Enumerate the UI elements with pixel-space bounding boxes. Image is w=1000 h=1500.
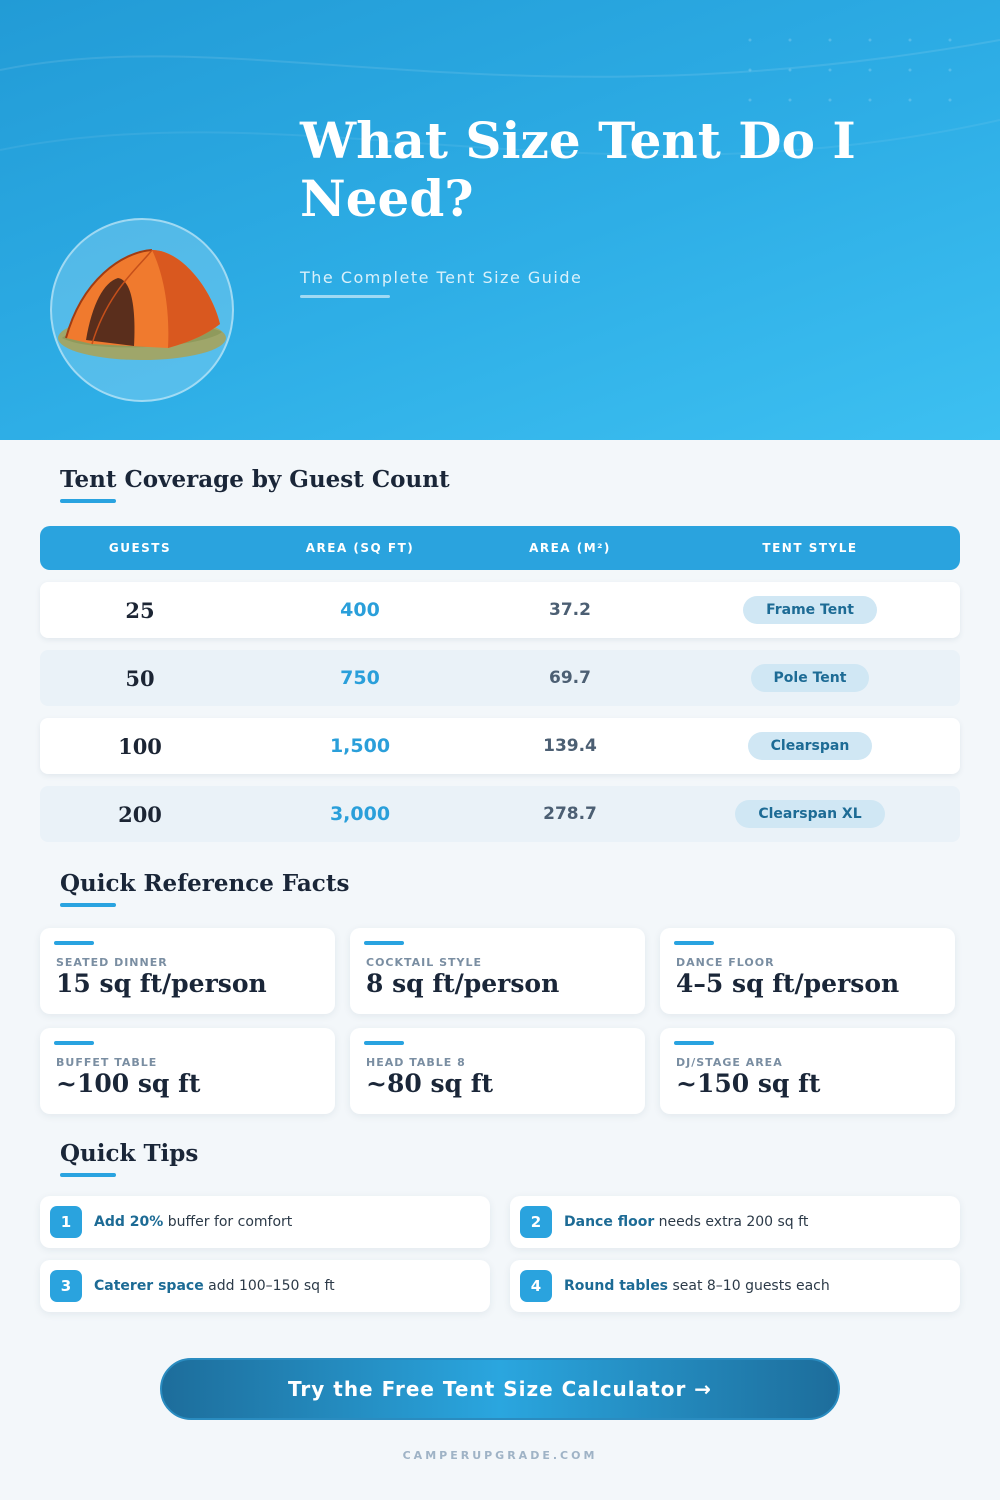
hero-banner: What Size Tent Do I Need? The Complete T… xyxy=(0,0,1000,440)
tent-calculator-button[interactable]: Try the Free Tent Size Calculator → xyxy=(160,1358,840,1420)
tip-text: Caterer space add 100–150 sq ft xyxy=(94,1278,335,1294)
tent-style-badge: Clearspan XL xyxy=(735,800,885,828)
column-header-area-m2: AREA (M²) xyxy=(529,541,611,555)
tip-text: Round tables seat 8–10 guests each xyxy=(564,1278,830,1294)
fact-card: COCKTAIL STYLE 8 sq ft/person xyxy=(350,928,645,1014)
fact-value: 4–5 sq ft/person xyxy=(676,969,900,998)
fact-value: 8 sq ft/person xyxy=(366,969,560,998)
tip-emphasis: Dance floor xyxy=(564,1214,655,1230)
tip-number-badge: 3 xyxy=(50,1270,82,1302)
fact-label: SEATED DINNER xyxy=(56,956,168,969)
fact-card-accent xyxy=(674,1041,714,1045)
facts-heading: Quick Reference Facts xyxy=(60,870,350,897)
tips-heading-bar xyxy=(60,1173,116,1177)
table-header: GUESTS AREA (SQ FT) AREA (M²) TENT STYLE xyxy=(40,526,960,570)
tip-number-badge: 2 xyxy=(520,1206,552,1238)
fact-value: ~100 sq ft xyxy=(56,1069,201,1098)
subtitle-underline xyxy=(300,295,390,298)
table-row: 100 1,500 139.4 Clearspan xyxy=(40,718,960,774)
table-row: 50 750 69.7 Pole Tent xyxy=(40,650,960,706)
tip-number-badge: 4 xyxy=(520,1270,552,1302)
tip-card: 1 Add 20% buffer for comfort xyxy=(40,1196,490,1248)
column-header-tent-style: TENT STYLE xyxy=(762,541,858,555)
fact-label: DJ/STAGE AREA xyxy=(676,1056,783,1069)
fact-card: DJ/STAGE AREA ~150 sq ft xyxy=(660,1028,955,1114)
fact-label: COCKTAIL STYLE xyxy=(366,956,483,969)
fact-value: ~150 sq ft xyxy=(676,1069,821,1098)
cell-area-m2: 37.2 xyxy=(549,600,591,620)
table-row: 25 400 37.2 Frame Tent xyxy=(40,582,960,638)
cell-guests: 100 xyxy=(118,733,162,759)
fact-label: DANCE FLOOR xyxy=(676,956,775,969)
cell-tent-style: Clearspan xyxy=(660,732,960,760)
column-header-guests: GUESTS xyxy=(108,541,172,555)
cell-tent-style: Clearspan XL xyxy=(660,800,960,828)
tip-number-badge: 1 xyxy=(50,1206,82,1238)
tent-style-badge: Frame Tent xyxy=(743,596,877,624)
tip-detail: buffer for comfort xyxy=(163,1214,293,1230)
table-row: 200 3,000 278.7 Clearspan XL xyxy=(40,786,960,842)
cell-guests: 25 xyxy=(125,597,155,623)
footer-site-link[interactable]: CAMPERUPGRADE.COM xyxy=(402,1449,598,1462)
hero-decoration xyxy=(0,38,1000,156)
fact-card-accent xyxy=(674,941,714,945)
cell-area-sqft: 1,500 xyxy=(329,735,391,757)
fact-card-accent xyxy=(364,1041,404,1045)
cell-area-m2: 278.7 xyxy=(543,804,597,824)
cell-area-sqft: 400 xyxy=(340,599,380,621)
cell-tent-style: Frame Tent xyxy=(660,596,960,624)
tip-text: Dance floor needs extra 200 sq ft xyxy=(564,1214,808,1230)
fact-value: 15 sq ft/person xyxy=(56,969,267,998)
cell-guests: 50 xyxy=(125,665,155,691)
tip-text: Add 20% buffer for comfort xyxy=(94,1214,292,1230)
tips-heading: Quick Tips xyxy=(60,1140,199,1167)
fact-card: SEATED DINNER 15 sq ft/person xyxy=(40,928,335,1014)
fact-card: BUFFET TABLE ~100 sq ft xyxy=(40,1028,335,1114)
fact-card: HEAD TABLE 8 ~80 sq ft xyxy=(350,1028,645,1114)
fact-label: BUFFET TABLE xyxy=(56,1056,158,1069)
tip-card: 3 Caterer space add 100–150 sq ft xyxy=(40,1260,490,1312)
coverage-heading: Tent Coverage by Guest Count xyxy=(60,466,450,493)
fact-card-accent xyxy=(54,1041,94,1045)
column-header-area-sqft: AREA (SQ FT) xyxy=(305,541,415,555)
tip-detail: seat 8–10 guests each xyxy=(668,1278,830,1294)
tip-card: 2 Dance floor needs extra 200 sq ft xyxy=(510,1196,960,1248)
coverage-heading-bar xyxy=(60,499,116,503)
tip-emphasis: Add 20% xyxy=(94,1214,164,1230)
page-title: What Size Tent Do I Need? xyxy=(300,111,856,228)
cell-area-m2: 69.7 xyxy=(549,668,591,688)
page-subtitle: The Complete Tent Size Guide xyxy=(300,268,583,287)
cell-area-m2: 139.4 xyxy=(543,736,597,756)
tip-emphasis: Round tables xyxy=(564,1278,669,1294)
fact-card-accent xyxy=(54,941,94,945)
fact-card-accent xyxy=(364,941,404,945)
tent-style-badge: Clearspan xyxy=(747,732,873,760)
cell-tent-style: Pole Tent xyxy=(660,664,960,692)
cell-guests: 200 xyxy=(118,801,162,827)
tent-style-badge: Pole Tent xyxy=(750,664,870,692)
cell-area-sqft: 750 xyxy=(340,667,380,689)
fact-label: HEAD TABLE 8 xyxy=(366,1056,466,1069)
facts-heading-bar xyxy=(60,903,116,907)
tip-card: 4 Round tables seat 8–10 guests each xyxy=(510,1260,960,1312)
fact-card: DANCE FLOOR 4–5 sq ft/person xyxy=(660,928,955,1014)
tip-detail: add 100–150 sq ft xyxy=(203,1278,335,1294)
cell-area-sqft: 3,000 xyxy=(329,803,391,825)
tip-emphasis: Caterer space xyxy=(94,1278,204,1294)
tent-icon xyxy=(50,218,234,402)
tip-detail: needs extra 200 sq ft xyxy=(654,1214,809,1230)
fact-value: ~80 sq ft xyxy=(366,1069,494,1098)
